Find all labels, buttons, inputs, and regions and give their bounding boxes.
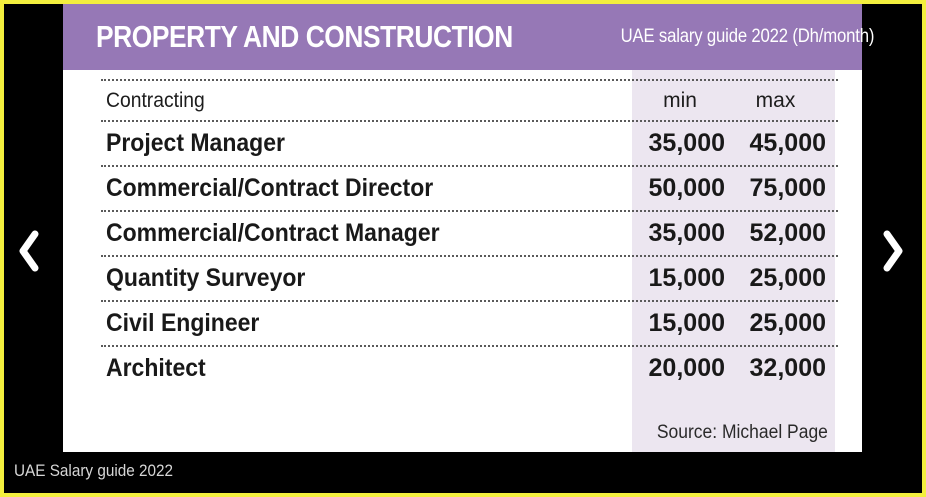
min-cell: 15,000: [648, 264, 725, 292]
source-credit: Source: Michael Page: [656, 422, 828, 443]
min-column-header: min: [663, 88, 697, 112]
table-row: Civil Engineer 15,000 25,000: [101, 300, 838, 345]
min-cell: 35,000: [648, 219, 725, 247]
salary-table: Contracting min max Project Manager 35,0…: [63, 79, 862, 390]
max-cell: 75,000: [749, 174, 826, 202]
role-cell: Project Manager: [106, 129, 285, 157]
table-header-row: Contracting min max: [101, 79, 838, 120]
min-cell: 15,000: [648, 309, 725, 337]
max-cell: 52,000: [749, 219, 826, 247]
minmax-highlight-strip: [632, 70, 835, 452]
role-cell: Commercial/Contract Manager: [106, 219, 440, 247]
max-cell: 45,000: [749, 129, 826, 157]
category-label: Contracting: [106, 88, 205, 112]
image-caption: UAE Salary guide 2022: [14, 461, 174, 480]
salary-guide-slide: PROPERTY AND CONSTRUCTION UAE salary gui…: [63, 4, 875, 452]
carousel-prev-button[interactable]: [14, 229, 44, 275]
chevron-left-icon: [17, 229, 41, 276]
max-cell: 25,000: [749, 309, 826, 337]
role-cell: Civil Engineer: [106, 309, 260, 337]
table-row: Quantity Surveyor 15,000 25,000: [101, 255, 838, 300]
chevron-right-icon: [881, 229, 905, 276]
table-row: Commercial/Contract Manager 35,000 52,00…: [101, 210, 838, 255]
table-row: Architect 20,000 32,000: [101, 345, 838, 390]
role-cell: Commercial/Contract Director: [106, 174, 434, 202]
min-cell: 20,000: [648, 354, 725, 382]
max-cell: 25,000: [749, 264, 826, 292]
slide-title: PROPERTY AND CONSTRUCTION: [96, 19, 513, 54]
role-cell: Architect: [106, 354, 206, 382]
slide-header-bar: PROPERTY AND CONSTRUCTION UAE salary gui…: [63, 4, 875, 70]
carousel-next-button[interactable]: [878, 229, 908, 275]
min-cell: 50,000: [648, 174, 725, 202]
slide-subtitle: UAE salary guide 2022 (Dh/month): [621, 26, 875, 47]
max-cell: 32,000: [749, 354, 826, 382]
role-cell: Quantity Surveyor: [106, 264, 306, 292]
table-row: Project Manager 35,000 45,000: [101, 120, 838, 165]
max-column-header: max: [755, 88, 796, 112]
min-cell: 35,000: [648, 129, 725, 157]
table-row: Commercial/Contract Director 50,000 75,0…: [101, 165, 838, 210]
